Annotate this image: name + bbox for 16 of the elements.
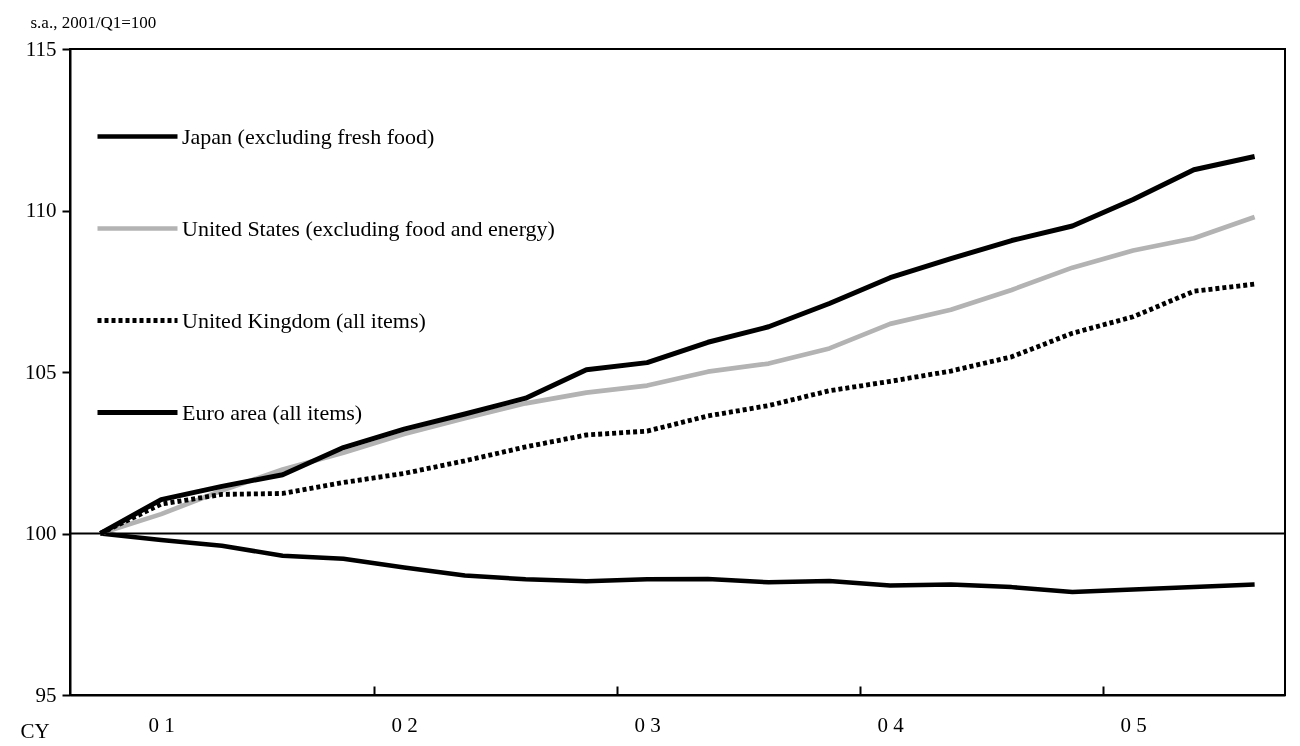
y-tick-label: 115 (25, 36, 57, 61)
y-tick-label: 105 (25, 359, 57, 384)
legend-label: Japan (excluding fresh food) (182, 123, 435, 149)
y-tick-label: 100 (25, 521, 57, 545)
x-tick-label: 0 3 (634, 712, 661, 737)
x-tick-label: 0 4 (877, 712, 905, 737)
x-tick-label: 0 5 (1120, 712, 1147, 737)
y-tick-label: 95 (35, 682, 57, 707)
legend-label: United States (excluding food and energy) (182, 215, 555, 241)
x-axis-title: CY (20, 718, 50, 743)
legend-label: Euro area (all items) (182, 399, 363, 425)
x-tick-label: 0 2 (391, 712, 418, 737)
y-axis-title: s.a., 2001/Q1=100 (30, 12, 157, 32)
legend-label: United Kingdom (all items) (182, 307, 426, 333)
x-tick-label: 0 1 (148, 712, 175, 737)
y-tick-label: 110 (25, 198, 57, 222)
